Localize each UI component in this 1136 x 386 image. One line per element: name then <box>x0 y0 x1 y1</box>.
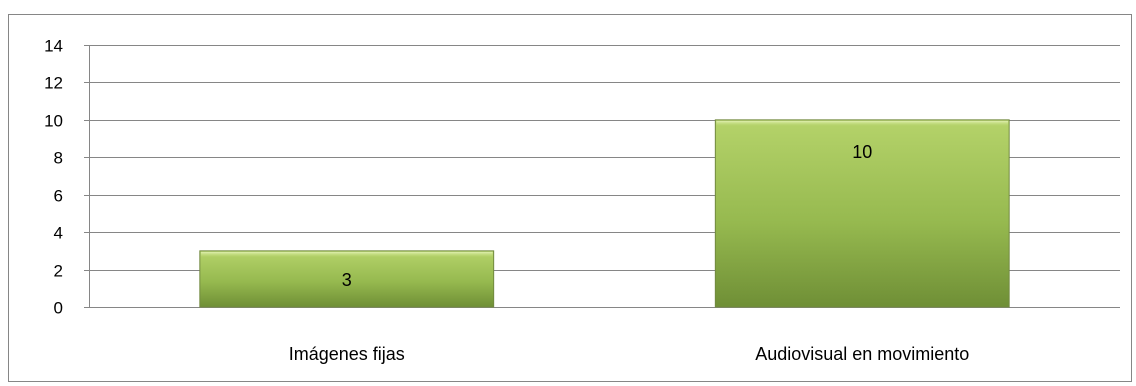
y-tick-label: 0 <box>54 299 63 318</box>
axes <box>84 45 90 308</box>
y-tick-label: 4 <box>54 224 63 243</box>
bars <box>199 119 1010 308</box>
y-tick-label: 14 <box>44 37 63 56</box>
data-label: 10 <box>852 142 872 162</box>
bar <box>714 119 1010 308</box>
bar-group <box>199 250 495 308</box>
bar-chart: 0 2 4 6 8 10 12 14 3 Imágenes fijas 10 Audiovisual … <box>44 37 1120 365</box>
x-category-label: Audiovisual en movimiento <box>755 344 969 364</box>
labels: 0 2 4 6 8 10 12 14 3 Imágenes fijas 10 Audiovisual … <box>44 37 969 365</box>
data-label: 3 <box>342 270 352 290</box>
y-tick-label: 6 <box>54 187 63 206</box>
bar-bevel <box>716 120 1009 126</box>
chart-frame: 0 2 4 6 8 10 12 14 3 Imágenes fijas 10 Audiovisual … <box>8 14 1132 382</box>
y-tick-label: 12 <box>44 74 63 93</box>
bar-group <box>714 119 1010 308</box>
x-category-label: Imágenes fijas <box>289 344 405 364</box>
bar-bevel <box>200 251 493 257</box>
bar <box>199 250 495 308</box>
y-tick-label: 8 <box>54 149 63 168</box>
y-tick-label: 2 <box>54 262 63 281</box>
y-tick-label: 10 <box>44 112 63 131</box>
